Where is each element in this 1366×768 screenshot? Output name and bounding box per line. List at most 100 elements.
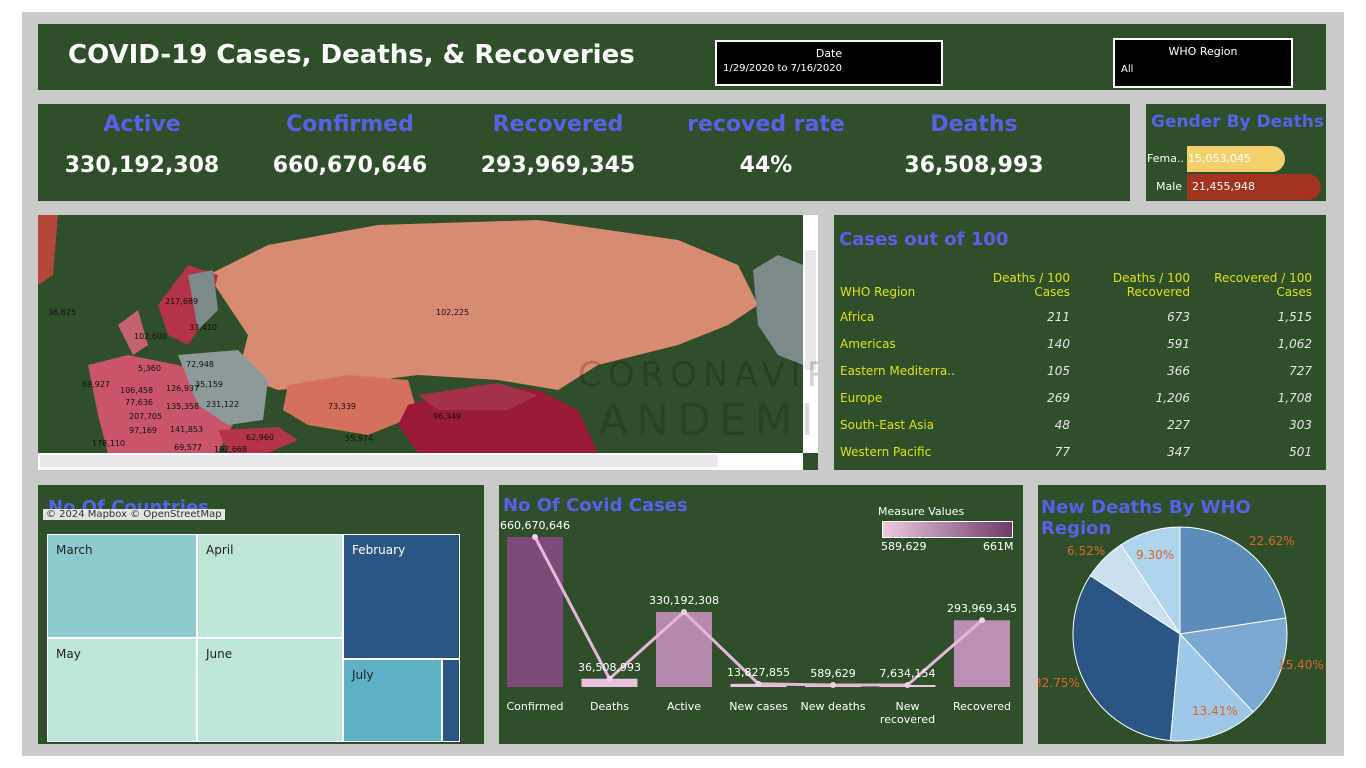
- map-label-9: 106,458: [120, 386, 154, 395]
- map-label-8: 69,927: [82, 380, 110, 389]
- bar-active[interactable]: [656, 612, 712, 687]
- axis-label-line: Active: [666, 700, 702, 713]
- map-label-18: 73,339: [328, 402, 356, 411]
- cases-header-recovered-cases: Recovered / 100 Cases: [1190, 271, 1312, 299]
- cell-deaths-recovered: 591: [1167, 336, 1190, 351]
- map-scrollbar-v-thumb[interactable]: [805, 250, 816, 370]
- axis-label: Active: [644, 700, 724, 713]
- map-region-alaska: [753, 255, 803, 365]
- region-filter-value: All: [1121, 64, 1134, 75]
- cell-recovered-cases: 1,708: [1277, 390, 1312, 405]
- map-region-kazakhstan: [283, 375, 418, 435]
- map-scrollbar-h-thumb[interactable]: [40, 455, 718, 467]
- pie-title: New Deaths By WHO Region: [1041, 497, 1251, 539]
- cell-recovered-cases: 727: [1289, 363, 1312, 378]
- treemap-april[interactable]: April: [197, 534, 343, 638]
- trend-point[interactable]: [606, 675, 613, 682]
- cell-deaths-recovered: 347: [1167, 444, 1190, 459]
- kpi-recovered-rate-label: recoved rate: [687, 112, 845, 137]
- treemap-may[interactable]: May: [47, 638, 197, 742]
- treemap-small[interactable]: [442, 659, 460, 742]
- legend-max: 661M: [983, 540, 1014, 553]
- kpi-active: Active 330,192,308: [42, 112, 242, 178]
- kpi-deaths-label: Deaths: [930, 112, 1018, 137]
- map-region-uk: [118, 310, 148, 355]
- bar-confirmed[interactable]: [507, 537, 563, 687]
- pie-label-3: 13.41%: [1192, 704, 1238, 718]
- date-filter[interactable]: Date 1/29/2020 to 7/16/2020: [715, 40, 943, 86]
- cell-region: Americas: [840, 336, 896, 351]
- map-label-11: 35,159: [195, 380, 223, 389]
- trend-point[interactable]: [904, 682, 911, 688]
- trend-point[interactable]: [830, 682, 836, 688]
- kpi-recovered-label: Recovered: [492, 112, 624, 137]
- table-row[interactable]: Western Pacific 77 347 501: [840, 438, 1318, 465]
- gender-bar-female[interactable]: [1187, 146, 1285, 172]
- axis-label-line: New cases: [729, 700, 788, 713]
- region-filter-label: WHO Region: [1168, 45, 1238, 58]
- cases-panel: Cases out of 100 WHO Region Deaths / 100…: [834, 215, 1326, 470]
- pie-label-4: 32.75%: [1038, 676, 1080, 690]
- pie-slice[interactable]: [1120, 526, 1181, 636]
- pie-label-6: 9.30%: [1136, 548, 1175, 562]
- cell-region: Western Pacific: [840, 444, 932, 459]
- cell-recovered-cases: 501: [1289, 444, 1312, 459]
- map-label-5: 102,225: [436, 308, 470, 317]
- axis-label: New recovered: [868, 700, 948, 726]
- treemap-july[interactable]: July: [343, 659, 442, 742]
- kpi-recovered-rate: recoved rate 44%: [666, 112, 866, 178]
- bar-recovered[interactable]: [954, 620, 1010, 687]
- cases-header-deaths-recovered: Deaths / 100 Recovered: [1070, 271, 1190, 299]
- table-row[interactable]: Eastern Mediterra.. 105 366 727: [840, 357, 1318, 384]
- map-region-russia: [208, 220, 758, 390]
- treemap-february[interactable]: February: [343, 534, 460, 659]
- cell-region: Africa: [840, 309, 875, 324]
- axis-label-line: Deaths: [590, 700, 629, 713]
- map-label-23: 69,577: [174, 443, 202, 452]
- cases-table: WHO Region Deaths / 100 Cases Deaths / 1…: [840, 267, 1318, 465]
- cell-region: South-East Asia: [840, 417, 935, 432]
- trend-point[interactable]: [979, 617, 985, 624]
- pie-label-2: 15.40%: [1278, 658, 1324, 672]
- cell-deaths: 269: [1047, 390, 1070, 405]
- treemap-june-label: June: [206, 647, 233, 661]
- bar-deaths[interactable]: [581, 678, 638, 687]
- map-label-22: 55,974: [345, 434, 373, 443]
- cases-header-row: WHO Region Deaths / 100 Cases Deaths / 1…: [840, 267, 1318, 303]
- axis-label: New deaths: [793, 700, 873, 713]
- axis-label: Confirmed: [499, 700, 575, 713]
- pie-slice[interactable]: [1178, 617, 1288, 713]
- covid-cases-panel: No Of Covid Cases Measure Values 589,629…: [499, 485, 1023, 744]
- treemap-june[interactable]: June: [197, 638, 343, 742]
- treemap-february-label: February: [352, 543, 406, 557]
- gender-bar-male[interactable]: [1187, 174, 1321, 200]
- kpi-panel: [38, 104, 1130, 201]
- map-label-3: 33,410: [189, 323, 217, 332]
- table-row[interactable]: Africa 211 673 1,515: [840, 303, 1318, 330]
- kpi-recovered: Recovered 293,969,345: [458, 112, 658, 178]
- cell-deaths-recovered: 673: [1167, 309, 1190, 324]
- treemap-march[interactable]: March: [47, 534, 197, 638]
- map-label-4: 102,600: [134, 332, 168, 341]
- axis-label: New cases: [719, 700, 799, 713]
- region-filter[interactable]: WHO Region All: [1113, 38, 1293, 88]
- pie-slice[interactable]: [1169, 632, 1254, 742]
- table-row[interactable]: Europe 269 1,206 1,708: [840, 384, 1318, 411]
- table-row[interactable]: Americas 140 591 1,062: [840, 330, 1318, 357]
- map-label-10: 126,937: [166, 384, 200, 393]
- cell-deaths: 211: [1047, 309, 1070, 324]
- gender-title: Gender By Deaths: [1151, 112, 1325, 132]
- axis-label-line: Confirmed: [506, 700, 564, 713]
- map-panel[interactable]: CORONAVIRU ANDEMI 36,625 217,689 33,410 …: [38, 215, 818, 470]
- trend-point[interactable]: [681, 609, 687, 616]
- trend-point[interactable]: [532, 534, 538, 540]
- pie-slice[interactable]: [1179, 526, 1287, 635]
- trend-point[interactable]: [755, 680, 762, 687]
- gender-label-male: Male: [1156, 180, 1183, 193]
- bar-value-label: 13,827,855: [727, 665, 790, 679]
- kpi-deaths-value: 36,508,993: [904, 153, 1044, 178]
- kpi-confirmed-label: Confirmed: [286, 112, 414, 137]
- axis-label-line: New: [895, 700, 920, 713]
- cell-deaths-recovered: 227: [1167, 417, 1190, 432]
- table-row[interactable]: South-East Asia 48 227 303: [840, 411, 1318, 438]
